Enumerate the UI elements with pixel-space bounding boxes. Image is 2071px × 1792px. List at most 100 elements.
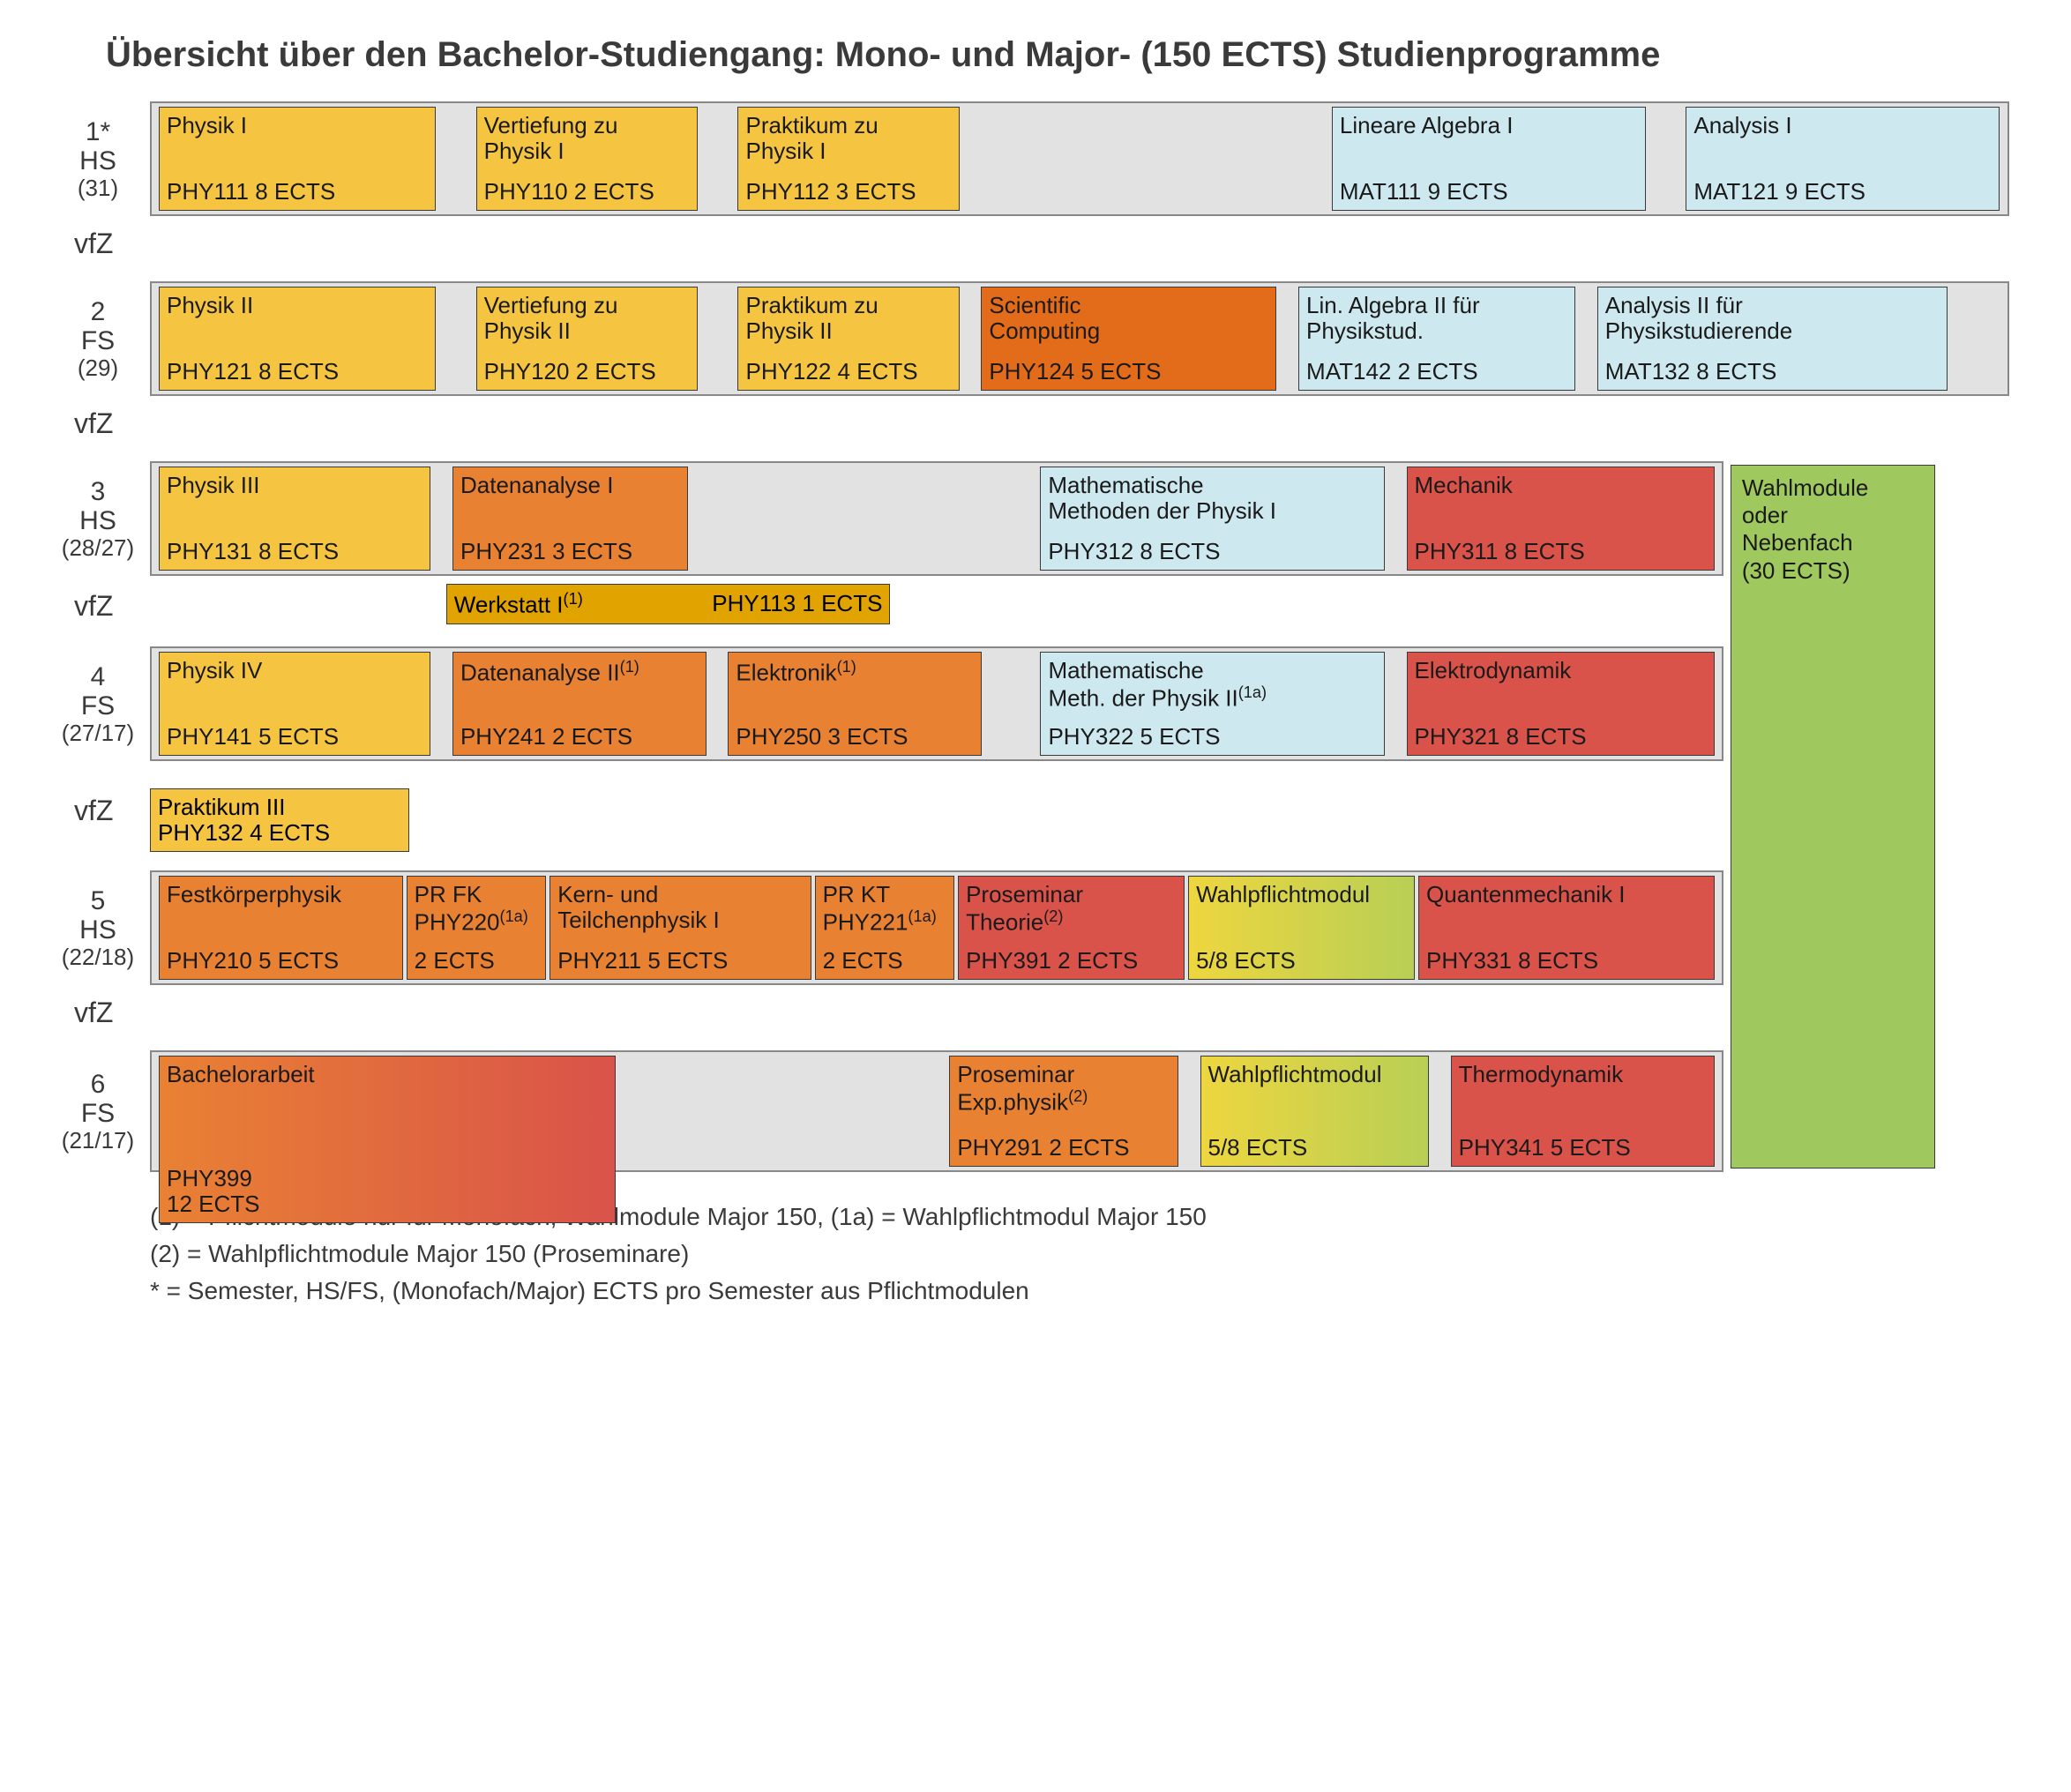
- course-box: Praktikum IIIPHY132 4 ECTS: [150, 788, 409, 852]
- course-code: PHY124 5 ECTS: [989, 359, 1268, 385]
- course-code: PHY391 2 ECTS: [966, 948, 1177, 974]
- course-code: PHY322 5 ECTS: [1048, 724, 1376, 750]
- course-code: MAT132 8 ECTS: [1605, 359, 1940, 385]
- semester-ects: (29): [78, 355, 118, 381]
- course-title: Kern- undTeilchenphysik I: [557, 882, 803, 933]
- gap: [437, 283, 475, 394]
- course-code: 5/8 ECTS: [1196, 948, 1407, 974]
- vfz-row: vfZ: [53, 221, 2018, 265]
- course-title: ProseminarExp.physik(2): [957, 1062, 1170, 1116]
- course-title: Wahlpflichtmodul: [1208, 1062, 1421, 1087]
- course-box: Praktikum zuPhysik I PHY112 3 ECTS: [737, 107, 959, 211]
- course-code: PHY341 5 ECTS: [1459, 1135, 1707, 1161]
- vfz-label: vfZ: [53, 997, 150, 1029]
- course-title: Mechanik: [1415, 473, 1707, 498]
- course-box: Datenanalyse IPHY231 3 ECTS: [452, 467, 688, 571]
- course-box: Vertiefung zuPhysik IPHY110 2 ECTS: [476, 107, 698, 211]
- course-box: Mechanik PHY311 8 ECTS: [1407, 467, 1715, 571]
- vfz-label: vfZ: [53, 590, 150, 623]
- course-title: Elektrodynamik: [1415, 658, 1707, 683]
- course-box: Praktikum zuPhysik IIPHY122 4 ECTS: [737, 287, 959, 391]
- panel-line: Nebenfach: [1742, 529, 1924, 556]
- course-title: Vertiefung zuPhysik I: [484, 113, 690, 164]
- course-title: Wahlpflichtmodul: [1196, 882, 1407, 907]
- gap: [690, 463, 1038, 574]
- course-code: PHY113 1 ECTS: [706, 591, 882, 616]
- gap: [699, 283, 736, 394]
- footnote-line: * = Semester, HS/FS, (Monofach/Major) EC…: [150, 1273, 2018, 1310]
- course-title: PR FKPHY220(1a): [415, 882, 539, 936]
- course-title: Lineare Algebra I: [1340, 113, 1638, 138]
- course-code: PHY321 8 ECTS: [1415, 724, 1707, 750]
- course-title: Lin. Algebra II fürPhysikstud.: [1306, 293, 1567, 344]
- course-title: ScientificComputing: [989, 293, 1268, 344]
- semester-row: 4FS(27/17)Physik IVPHY141 5 ECTSDatenana…: [53, 646, 2018, 761]
- course-title: Quantenmechanik I: [1426, 882, 1707, 907]
- semester-term: FS: [81, 1099, 115, 1128]
- course-code: PHY121 8 ECTS: [167, 359, 428, 385]
- course-code: PHY241 2 ECTS: [460, 724, 699, 750]
- course-box: MathematischeMeth. der Physik II(1a) PHY3…: [1040, 652, 1384, 756]
- semester-ects: (27/17): [62, 721, 134, 746]
- gap: [437, 103, 475, 214]
- gap: [1431, 1052, 1449, 1170]
- page-title: Übersicht über den Bachelor-Studiengang:…: [106, 35, 2018, 75]
- vfz-row: vfZ: [53, 990, 2018, 1034]
- vfz-row: vfZWerkstatt I(1) PHY113 1 ECTS: [53, 581, 2018, 631]
- course-code: MAT121 9 ECTS: [1693, 179, 1992, 205]
- course-box: Physik IIIPHY131 8 ECTS: [159, 467, 430, 571]
- course-title: PR KTPHY221(1a): [823, 882, 947, 936]
- gap: [1180, 1052, 1199, 1170]
- semester-label: 5HS(22/18): [53, 870, 150, 985]
- course-title: Analysis II fürPhysikstudierende: [1605, 293, 1940, 344]
- footnote-line: (2) = Wahlpflichtmodule Major 150 (Prose…: [150, 1236, 2018, 1273]
- panel-line: Wahlmodule: [1742, 474, 1924, 502]
- course-box: ProseminarTheorie(2)PHY391 2 ECTS: [958, 876, 1185, 980]
- course-box: Datenanalyse II(1)PHY241 2 ECTS: [452, 652, 707, 756]
- panel-line: (30 ECTS): [1742, 557, 1924, 585]
- course-code: PHY131 8 ECTS: [167, 539, 422, 564]
- course-box: Physik IPHY111 8 ECTS: [159, 107, 436, 211]
- course-title: Elektronik(1): [736, 658, 974, 686]
- course-code: PHY211 5 ECTS: [557, 948, 803, 974]
- semester-term: FS: [81, 326, 115, 355]
- semester-ects: (28/27): [62, 535, 134, 561]
- course-code: 2 ECTS: [415, 948, 539, 974]
- course-code: PHY122 4 ECTS: [745, 359, 951, 385]
- course-title: Bachelorarbeit: [167, 1062, 608, 1087]
- gap: [1648, 103, 1685, 214]
- vfz-track: [150, 990, 1723, 1034]
- semester-label: 2FS(29): [53, 281, 150, 396]
- semester-track: Physik IVPHY141 5 ECTSDatenanalyse II(1)…: [150, 646, 1723, 761]
- course-code: MAT111 9 ECTS: [1340, 179, 1638, 205]
- gap: [961, 283, 980, 394]
- course-title: Physik IV: [167, 658, 422, 683]
- course-box: Quantenmechanik IPHY331 8 ECTS: [1418, 876, 1715, 980]
- semester-row: 2FS(29)Physik IIPHY121 8 ECTSVertiefung …: [53, 281, 2018, 396]
- course-box: Physik IVPHY141 5 ECTS: [159, 652, 430, 756]
- course-code: 2 ECTS: [823, 948, 947, 974]
- course-code: PHY112 3 ECTS: [745, 179, 951, 205]
- semester-label: 4FS(27/17): [53, 646, 150, 761]
- gap: [432, 648, 451, 759]
- semester-track: FestkörperphysikPHY210 5 ECTSPR FKPHY220…: [150, 870, 1723, 985]
- semester-row: 6FS(21/17)BachelorarbeitPHY39912 ECTSPro…: [53, 1050, 2018, 1172]
- course-title: MathematischeMeth. der Physik II(1a): [1048, 658, 1376, 712]
- vfz-label: vfZ: [53, 228, 150, 260]
- semester-num: 6: [91, 1070, 106, 1099]
- course-title: Praktikum zuPhysik I: [745, 113, 951, 164]
- semester-row: 3HS(28/27)Physik IIIPHY131 8 ECTSDatenan…: [53, 461, 2018, 576]
- semester-track: BachelorarbeitPHY39912 ECTSProseminarExp…: [150, 1050, 1723, 1172]
- semester-track: Physik IIPHY121 8 ECTSVertiefung zuPhysi…: [150, 281, 2009, 396]
- course-code: PHY291 2 ECTS: [957, 1135, 1170, 1161]
- course-box: Analysis II fürPhysikstudierende MAT132 8…: [1597, 287, 1948, 391]
- course-title: Thermodynamik: [1459, 1062, 1707, 1087]
- course-title: Praktikum III: [158, 795, 401, 820]
- vfz-row: vfZ: [53, 401, 2018, 445]
- course-code: PHY311 8 ECTS: [1415, 539, 1707, 564]
- semester-num: 3: [91, 477, 106, 506]
- course-box: Elektrodynamik PHY321 8 ECTS: [1407, 652, 1715, 756]
- course-code: PHY250 3 ECTS: [736, 724, 974, 750]
- gap: [432, 463, 451, 574]
- course-code: PHY312 8 ECTS: [1048, 539, 1376, 564]
